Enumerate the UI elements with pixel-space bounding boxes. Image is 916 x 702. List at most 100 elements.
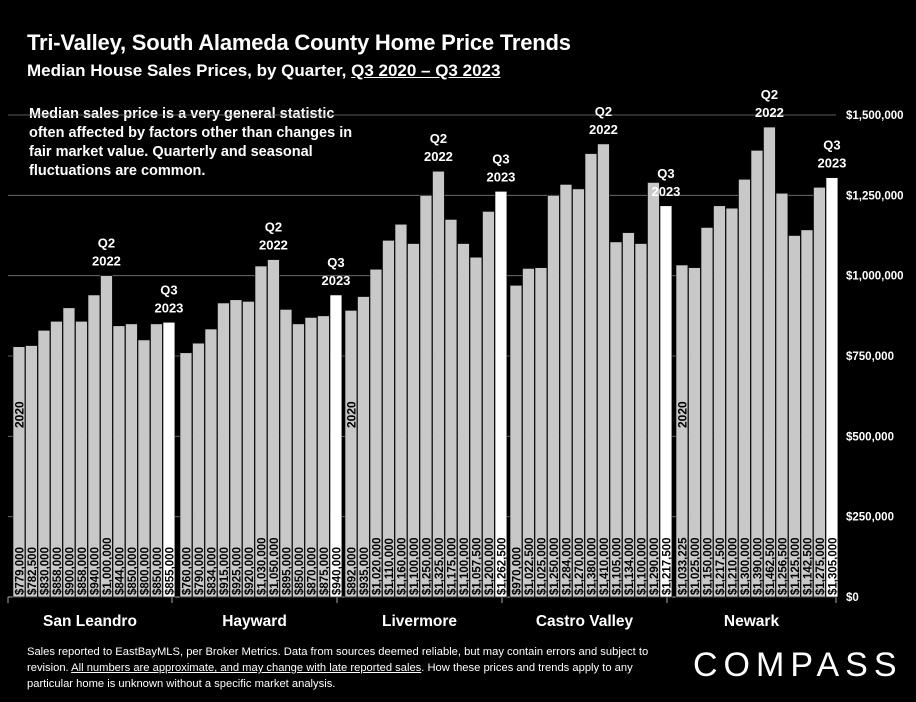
last-quarter-label: Q3 <box>160 282 177 297</box>
y-tick-label: $750,000 <box>846 351 894 363</box>
bar <box>622 232 635 598</box>
bar <box>775 192 789 598</box>
bar <box>317 315 330 598</box>
subtitle-range: Q3 2020 – Q3 2023 <box>351 61 501 80</box>
bar-value-label: $1,050,000 <box>269 537 281 595</box>
bar <box>25 345 38 598</box>
bar <box>369 268 383 598</box>
bar-value-label: $1,262,500 <box>496 537 508 595</box>
bar <box>609 241 623 598</box>
y-tick-label: $0 <box>846 592 859 604</box>
bar <box>688 267 701 598</box>
bar <box>725 207 739 598</box>
bar-value-label: $1,057,500 <box>471 537 483 595</box>
bar-value-label: $834,000 <box>206 547 218 595</box>
bar <box>394 223 408 598</box>
category-label: Livermore <box>382 613 457 630</box>
category-label: Newark <box>724 613 780 630</box>
bar-value-label: $760,000 <box>181 547 193 595</box>
bar-value-label: $970,000 <box>511 547 523 595</box>
category-label: Castro Valley <box>536 613 634 630</box>
bar-value-label: $1,020,000 <box>371 537 383 595</box>
bar <box>559 184 573 598</box>
bar-value-label: $1,256,500 <box>777 537 789 595</box>
bar <box>192 342 205 598</box>
bar-value-label: $1,275,000 <box>815 537 827 595</box>
bar-value-label: $850,000 <box>294 547 306 595</box>
bar <box>713 205 726 598</box>
bar <box>482 211 495 598</box>
last-year-label: 2023 <box>817 156 846 171</box>
peak-year-label: 2022 <box>755 105 784 120</box>
footer-line-1: Sales reported to EastBayMLS, per Broker… <box>27 646 649 674</box>
bar <box>254 265 268 598</box>
bar-value-label: $1,210,000 <box>727 537 739 595</box>
bar <box>647 182 660 598</box>
bar-value-label: $1,150,000 <box>702 537 714 595</box>
bar-value-label: $1,410,000 <box>599 537 611 595</box>
last-year-label: 2023 <box>154 300 183 315</box>
bar-value-label: $1,390,000 <box>752 537 764 595</box>
bar <box>494 191 508 598</box>
bar <box>50 320 63 598</box>
bar-value-label: $1,033,225 <box>677 537 689 595</box>
bar <box>534 267 548 598</box>
last-year-label: 2023 <box>321 273 350 288</box>
bar-value-label: $915,000 <box>219 547 231 595</box>
bar <box>457 243 470 598</box>
bar-value-label: $1,025,000 <box>690 537 702 595</box>
bar-value-label: $1,290,000 <box>649 537 661 595</box>
bar-value-label: $1,284,000 <box>561 537 573 595</box>
bar-value-label: $850,000 <box>127 547 139 595</box>
bar <box>162 321 176 598</box>
bar-value-label: $1,000,000 <box>102 537 114 595</box>
bar-value-label: $892,000 <box>346 547 358 595</box>
year-label: 2020 <box>12 401 26 428</box>
bar-value-label: $1,217,500 <box>715 537 727 595</box>
category-label: San Leandro <box>43 613 137 630</box>
bar <box>62 307 76 598</box>
peak-year-label: 2022 <box>92 254 121 269</box>
bar <box>75 320 88 598</box>
bar-value-label: $920,000 <box>244 547 256 595</box>
bar-value-label: $940,000 <box>331 547 343 595</box>
bar-value-label: $1,100,000 <box>459 537 471 595</box>
bar <box>813 187 826 598</box>
bar <box>407 243 420 598</box>
peak-year-label: 2022 <box>259 238 288 253</box>
bar <box>572 188 585 598</box>
footer-underlined: All numbers are approximate, and may cha… <box>71 662 422 674</box>
bar <box>522 268 535 598</box>
y-tick-label: $1,000,000 <box>846 271 904 283</box>
bar <box>584 153 598 598</box>
bar-value-label: $844,000 <box>114 547 126 595</box>
peak-quarter-label: Q2 <box>595 104 612 119</box>
bar-value-label: $782,500 <box>27 547 39 595</box>
last-year-label: 2023 <box>651 184 680 199</box>
bar-value-label: $1,100,000 <box>409 537 421 595</box>
peak-year-label: 2022 <box>589 122 618 137</box>
year-label: 2020 <box>344 401 358 428</box>
bar <box>700 227 714 598</box>
bar-value-label: $1,200,000 <box>484 537 496 595</box>
compass-logo: COMPASS <box>693 646 903 684</box>
bar-value-label: $858,000 <box>77 547 89 595</box>
bar-value-label: $1,125,000 <box>790 537 802 595</box>
bar <box>150 323 163 598</box>
bar <box>444 219 458 598</box>
bar-value-label: $1,325,000 <box>434 537 446 595</box>
bar-value-label: $1,300,000 <box>740 537 752 595</box>
disclaimer-note: Median sales price is a very general sta… <box>29 106 353 179</box>
bar <box>738 178 751 598</box>
page-title: Tri-Valley, South Alameda County Home Pr… <box>27 30 571 55</box>
bar-value-label: $1,462,500 <box>765 537 777 595</box>
bar-value-label: $1,380,000 <box>586 537 598 595</box>
bar-value-label: $790,000 <box>194 547 206 595</box>
bar-value-label: $1,110,000 <box>384 538 396 595</box>
last-quarter-label: Q3 <box>657 166 674 181</box>
bar <box>547 195 560 598</box>
bar-value-label: $1,305,000 <box>827 537 839 595</box>
bar <box>125 323 138 598</box>
bar <box>675 264 689 598</box>
